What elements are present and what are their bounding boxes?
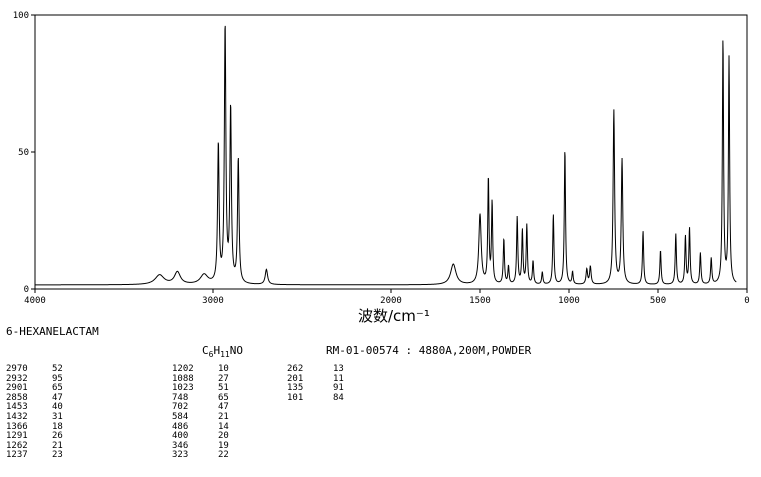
peak-intensity: 31: [52, 411, 63, 422]
peak-intensity: 40: [52, 402, 63, 413]
spectrum-id: RM-01-00574 : 4880A,200M,POWDER: [326, 344, 532, 357]
axis-ticks: 4000 3000 2000 1500 1000 500 0 0 50 100: [13, 11, 750, 306]
peak-point: [564, 148, 566, 150]
peak-table-row: 1453 40: [6, 403, 88, 413]
peak-wavenumber: 201: [287, 373, 304, 384]
peak-intensity: 65: [218, 392, 229, 403]
peak-intensity: 21: [52, 440, 63, 451]
peak-table-row: 1088 27: [172, 373, 254, 385]
x-tick-label: 0: [744, 296, 749, 306]
peak-table-row: 2970 52: [6, 364, 88, 375]
peak-wavenumber: 748: [172, 392, 189, 403]
peak-intensity: 51: [218, 383, 229, 394]
plot-frame: [34, 14, 748, 290]
peak-wavenumber: 1023: [172, 383, 194, 394]
x-tick-label: 1000: [558, 296, 580, 306]
peak-table-row: 584 21: [172, 411, 254, 423]
peak-intensity: 23: [52, 450, 63, 461]
peak-intensity: 95: [52, 373, 63, 384]
peak-intensity: 22: [218, 450, 229, 461]
peak-intensity: 10: [218, 364, 229, 374]
peak-intensity: 84: [333, 392, 344, 403]
peak-wavenumber: 1262: [6, 440, 28, 451]
compound-name: 6-HEXANELACTAM: [6, 325, 99, 338]
peak-wavenumber: 1202: [172, 364, 194, 374]
peak-intensity: 47: [52, 392, 63, 403]
peak-markers: [159, 28, 730, 277]
peak-table-row: 262 13: [287, 364, 369, 375]
peak-wavenumber: 1291: [6, 431, 28, 442]
peak-intensity: 11: [333, 373, 344, 384]
peak-intensity: 19: [218, 440, 229, 451]
peak-point: [722, 39, 724, 41]
peak-table-row: 486 14: [172, 421, 254, 433]
peak-wavenumber: 584: [172, 411, 189, 422]
peak-intensity: 18: [52, 421, 63, 432]
peak-table-row: 323 22: [172, 451, 254, 461]
peak-table-row: 702 47: [172, 403, 254, 413]
peak-table-row: 1237 23: [6, 451, 88, 461]
spectrum-line: [35, 25, 737, 286]
peak-wavenumber: 1453: [6, 402, 28, 413]
peak-intensity: 65: [52, 383, 63, 394]
molecular-formula: C6H11NO: [202, 344, 243, 360]
x-tick-label: 1500: [469, 296, 491, 306]
peak-intensity: 47: [218, 402, 229, 413]
peak-table-row: 1023 51: [172, 384, 254, 394]
peak-table-row: 1262 21: [6, 440, 88, 452]
peak-table-row: 1366 18: [6, 421, 88, 433]
x-tick-label: 3000: [202, 296, 224, 306]
peak-intensity: 91: [333, 383, 344, 394]
peak-wavenumber: 135: [287, 383, 304, 394]
peak-table-row: 135 91: [287, 384, 369, 394]
peak-table-col-3: 262 13 201 11 135 91 101 84: [287, 364, 369, 404]
peak-table-row: 748 65: [172, 392, 254, 404]
peak-wavenumber: 400: [172, 431, 189, 442]
peak-intensity: 21: [218, 411, 229, 422]
peak-table-row: 2901 65: [6, 384, 88, 394]
x-tick-label: 500: [650, 296, 666, 306]
x-tick-label: 2000: [380, 296, 402, 306]
peak-table-row: 2932 95: [6, 373, 88, 385]
peak-wavenumber: 323: [172, 450, 189, 461]
peak-wavenumber: 2858: [6, 392, 28, 403]
peak-table-row: 1202 10: [172, 364, 254, 375]
peak-wavenumber: 101: [287, 392, 304, 403]
peak-wavenumber: 702: [172, 402, 189, 413]
x-tick-label: 4000: [24, 296, 46, 306]
peak-intensity: 27: [218, 373, 229, 384]
y-tick-label: 0: [24, 285, 29, 295]
peak-wavenumber: 346: [172, 440, 189, 451]
peak-intensity: 14: [218, 421, 229, 432]
peak-table-row: 1291 26: [6, 432, 88, 442]
y-tick-label: 50: [18, 148, 29, 158]
peak-wavenumber: 1432: [6, 411, 28, 422]
peak-table-col-1: 2970 52 2932 95 2901 65 2858 47 1453 40 1432 31 1366…: [6, 364, 88, 461]
peak-table-row: 101 84: [287, 392, 369, 404]
peak-intensity: 52: [52, 364, 63, 374]
peak-wavenumber: 1366: [6, 421, 28, 432]
peak-wavenumber: 2901: [6, 383, 28, 394]
peak-wavenumber: 1237: [6, 450, 28, 461]
x-axis-label: 波数/cm⁻¹: [358, 307, 430, 325]
peak-intensity: 13: [333, 364, 344, 374]
peak-intensity: 26: [52, 431, 63, 442]
peak-table-col-2: 1202 10 1088 27 1023 51 748 65 702 47 584 21 486 14 40…: [172, 364, 254, 461]
peak-wavenumber: 486: [172, 421, 189, 432]
peak-table-row: 1432 31: [6, 411, 88, 423]
peak-intensity: 20: [218, 431, 229, 442]
peak-table-row: 2858 47: [6, 392, 88, 404]
peak-wavenumber: 262: [287, 364, 304, 374]
peak-wavenumber: 2970: [6, 364, 28, 374]
peak-table-row: 201 11: [287, 373, 369, 385]
peak-table-row: 346 19: [172, 440, 254, 452]
y-tick-label: 100: [13, 11, 29, 21]
peak-table-row: 400 20: [172, 432, 254, 442]
peak-wavenumber: 2932: [6, 373, 28, 384]
ir-spectrum-chart: 4000 3000 2000 1500 1000 500 0 0 50 100: [13, 11, 750, 306]
peak-wavenumber: 1088: [172, 373, 194, 384]
